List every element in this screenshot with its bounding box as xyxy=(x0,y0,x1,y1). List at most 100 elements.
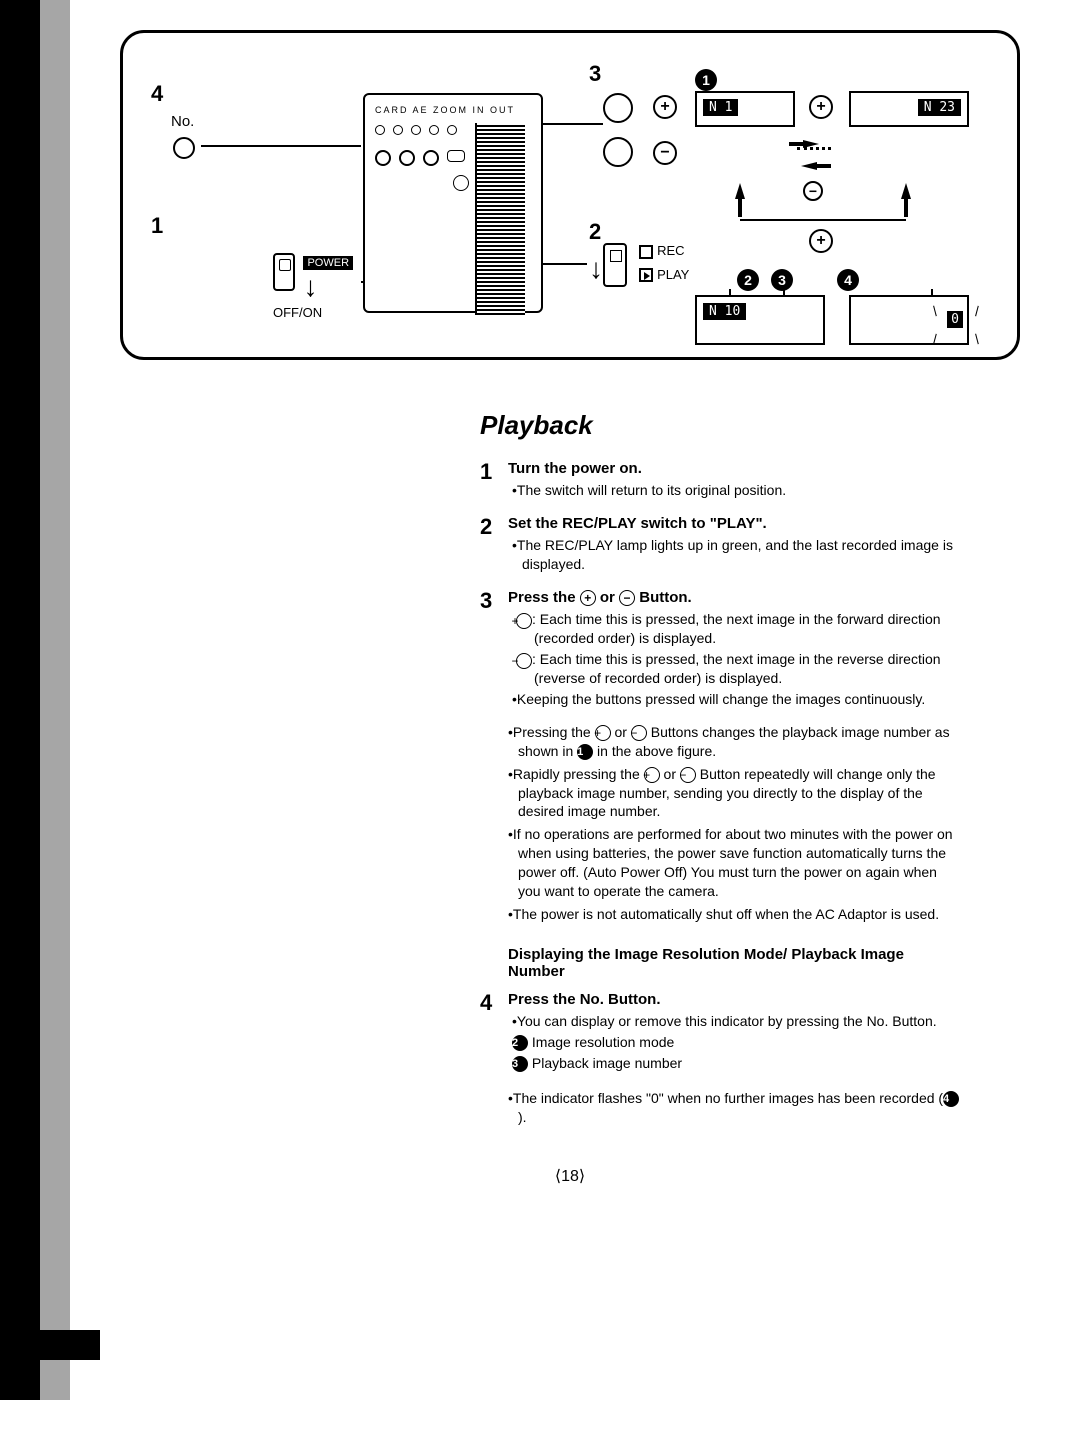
display-n23: N 23 xyxy=(918,99,961,116)
badge-inline-1: 1 xyxy=(577,744,593,760)
rec-label: REC xyxy=(657,243,684,258)
recplay-switch-icon xyxy=(603,243,627,287)
step-3-keep: •Keeping the buttons pressed will change… xyxy=(508,690,960,709)
display-box-0: 0 xyxy=(849,295,969,345)
step-3-title-b: or xyxy=(596,589,619,606)
step-2-num: 2 xyxy=(480,514,508,574)
display-0: 0 xyxy=(947,311,963,328)
diagram-step3-num: 3 xyxy=(589,61,601,87)
power-switch-group: POWER ↓ OFF/ON xyxy=(273,253,363,320)
step-2-title: Set the REC/PLAY switch to "PLAY". xyxy=(508,515,767,532)
callout-4-badge: 4 xyxy=(837,269,859,291)
badge-inline-2: 2 xyxy=(512,1035,528,1051)
step-3-plus-text: : Each time this is pressed, the next im… xyxy=(532,611,941,646)
note-1: •Pressing the + or − Buttons changes the… xyxy=(508,723,960,761)
minus-btn-small: − xyxy=(803,181,823,201)
callout-3-badge: 3 xyxy=(771,269,793,291)
note1-b: or xyxy=(611,724,631,740)
connector-h xyxy=(740,219,906,221)
section-heading: Playback xyxy=(480,410,960,441)
minus-inline-4: − xyxy=(680,767,696,783)
recplay-switch-group: REC PLAY xyxy=(603,243,689,287)
knob-top xyxy=(603,93,633,123)
step-4-num: 4 xyxy=(480,990,508,1073)
flash-mark-2: \ xyxy=(971,303,982,319)
diagram-step1-num: 1 xyxy=(151,213,163,239)
arrow-up-left xyxy=(735,183,745,199)
tick-2 xyxy=(729,289,731,297)
leader-line-3 xyxy=(543,123,603,125)
step4-b2-text: Image resolution mode xyxy=(528,1034,674,1050)
display-box-n1: N 1 xyxy=(695,91,795,127)
plus-button-icon: + xyxy=(653,95,677,119)
diagram-panel: 4 No. 1 POWER ↓ OFF/ON CARD AE ZOOM IN O… xyxy=(120,30,1020,360)
step-3-title-c: Button. xyxy=(635,589,692,606)
leader-line-4 xyxy=(201,145,361,147)
step-1: 1 Turn the power on. •The switch will re… xyxy=(480,459,960,500)
step-2: 2 Set the REC/PLAY switch to "PLAY". •Th… xyxy=(480,514,960,574)
step-4-title: Press the No. Button. xyxy=(508,991,661,1008)
no-button-circle xyxy=(173,137,195,159)
diagram-step4-num: 4 xyxy=(151,81,163,107)
step-1-title: Turn the power on. xyxy=(508,460,642,477)
tick-4 xyxy=(931,289,933,297)
camera-top-labels: CARD AE ZOOM IN OUT xyxy=(375,105,515,115)
display-box-n23: N 23 xyxy=(849,91,969,127)
note-4: •The power is not automatically shut off… xyxy=(508,905,960,924)
text-column: Playback 1 Turn the power on. •The switc… xyxy=(480,410,960,1126)
arrow-down-icon: ↓ xyxy=(303,271,317,303)
note-3: •If no operations are performed for abou… xyxy=(508,825,960,901)
camera-mid-dots xyxy=(375,150,465,166)
note2-a: •Rapidly pressing the xyxy=(508,766,644,782)
offon-label: OFF/ON xyxy=(273,305,363,320)
step-3-title-a: Press the xyxy=(508,589,580,606)
step-3-plus-line: +: Each time this is pressed, the next i… xyxy=(508,610,960,648)
step-3-minus-line: −: Each time this is pressed, the next i… xyxy=(508,650,960,688)
plus-inline-3: + xyxy=(595,725,611,741)
plus-inline-2: + xyxy=(516,613,532,629)
badge-inline-4: 4 xyxy=(943,1091,959,1107)
plus-inline-4: + xyxy=(644,767,660,783)
note1-d: in the above figure. xyxy=(593,743,716,759)
step-1-b1: •The switch will return to its original … xyxy=(508,481,960,500)
display-n1: N 1 xyxy=(703,99,738,116)
step-3-minus-text: : Each time this is pressed, the next im… xyxy=(532,651,941,686)
minus-inline-1: − xyxy=(619,590,635,606)
plus-btn-small-1: + xyxy=(809,95,833,119)
step-4-b2: 2 Image resolution mode xyxy=(508,1033,960,1052)
arrow-up-right xyxy=(901,183,911,199)
plus-inline-1: + xyxy=(580,590,596,606)
camera-body: CARD AE ZOOM IN OUT xyxy=(363,93,543,313)
dotted-line xyxy=(797,147,831,150)
minus-inline-2: − xyxy=(516,653,532,669)
plus-minus-knobs xyxy=(603,93,633,181)
note-5: •The indicator flashes "0" when no furth… xyxy=(508,1089,960,1127)
step-4-b3: 3 Playback image number xyxy=(508,1054,960,1073)
diagram-step2-num: 2 xyxy=(589,219,601,245)
step-4: 4 Press the No. Button. •You can display… xyxy=(480,990,960,1073)
arrow-left-icon xyxy=(801,162,817,170)
step-3-num: 3 xyxy=(480,588,508,709)
step4-b3-text: Playback image number xyxy=(528,1055,682,1071)
step-4-b1: •You can display or remove this indicato… xyxy=(508,1012,960,1031)
step-2-b1: •The REC/PLAY lamp lights up in green, a… xyxy=(508,536,960,574)
note2-b: or xyxy=(660,766,680,782)
display-n10: N 10 xyxy=(703,303,746,320)
display-box-n10: N 10 xyxy=(695,295,825,345)
scan-spine xyxy=(0,0,90,1400)
rec-lamp-icon xyxy=(639,245,653,259)
minus-inline-3: − xyxy=(631,725,647,741)
camera-grip xyxy=(475,123,525,315)
power-switch-icon xyxy=(273,253,295,291)
note1-a: •Pressing the xyxy=(508,724,595,740)
step-3: 3 Press the + or − Button. +: Each time … xyxy=(480,588,960,709)
knob-bottom xyxy=(603,137,633,167)
note5-a: •The indicator flashes "0" when no furth… xyxy=(508,1090,943,1106)
page-number: ⟨18⟩ xyxy=(120,1166,1020,1186)
flash-mark-4: / xyxy=(971,331,982,347)
plus-btn-small-2: + xyxy=(809,229,833,253)
note-2: •Rapidly pressing the + or − Button repe… xyxy=(508,765,960,822)
power-label: POWER xyxy=(303,256,353,270)
callout-1-badge: 1 xyxy=(695,69,717,91)
diagram-no-label: No. xyxy=(171,113,194,130)
